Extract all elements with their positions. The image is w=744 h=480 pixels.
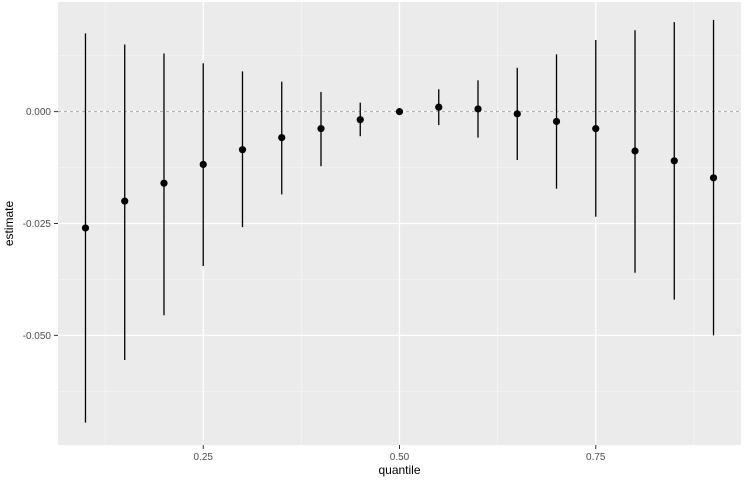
- y-tick-label: -0.025: [23, 219, 52, 230]
- point-estimate-4: [238, 146, 247, 154]
- point-estimate-11: [513, 110, 521, 118]
- point-estimate-0: [81, 224, 90, 232]
- y-axis-ticks: -0.050 -0.025 0.000: [23, 107, 58, 342]
- y-axis-title: estimate: [2, 201, 16, 247]
- point-estimate-9: [435, 103, 443, 111]
- x-axis-title: quantile: [378, 463, 420, 477]
- point-estimate-16: [709, 174, 718, 182]
- y-tick-label: 0.000: [26, 107, 51, 118]
- point-estimates: [81, 103, 718, 232]
- point-estimate-8: [395, 108, 404, 116]
- point-estimate-5: [278, 133, 286, 142]
- point-estimate-3: [199, 160, 207, 169]
- point-estimate-12: [552, 117, 561, 126]
- point-estimate-1: [121, 197, 129, 205]
- x-tick-label: 0.50: [390, 452, 410, 463]
- point-estimate-13: [592, 125, 600, 133]
- point-estimate-2: [160, 179, 168, 187]
- x-axis-ticks: 0.25 0.50 0.75: [194, 445, 606, 463]
- x-tick-label: 0.25: [194, 452, 214, 463]
- point-estimate-10: [474, 105, 482, 113]
- y-tick-label: -0.050: [23, 331, 52, 342]
- x-tick-label: 0.75: [586, 452, 606, 463]
- point-estimate-15: [670, 157, 678, 165]
- point-estimate-14: [631, 147, 639, 155]
- point-estimate-7: [356, 116, 364, 124]
- point-estimate-6: [317, 125, 325, 133]
